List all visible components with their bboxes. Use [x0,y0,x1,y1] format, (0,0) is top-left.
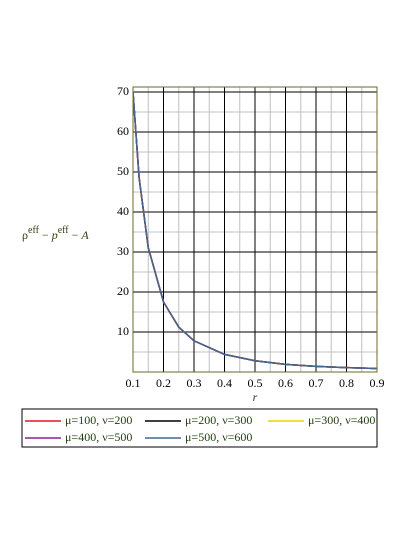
legend-label: μ=200, ν=300 [185,413,252,427]
x-tick-label: 0.6 [278,376,293,390]
y-tick-label: 70 [117,84,129,98]
y-label-part: − [39,228,52,242]
y-tick-label: 60 [117,124,129,138]
grid [132,87,378,372]
series-line [133,91,377,370]
legend-label: μ=400, ν=500 [65,430,132,444]
plot-area [133,91,377,370]
frame [132,86,378,373]
legend-entries: μ=100, ν=200 μ=200, ν=300 μ=300, ν=400 μ=40… [25,413,375,444]
y-tick-label: 20 [117,284,129,298]
x-tick-label: 0.5 [248,376,263,390]
x-tick-label: 0.7 [309,376,324,390]
x-tick-label: 0.2 [156,376,171,390]
y-label-part: ρ [22,228,28,242]
y-label-part: − [69,228,82,242]
legend-label: μ=300, ν=400 [308,413,375,427]
legend-label: μ=100, ν=200 [65,413,132,427]
y-label-part: p [51,228,58,242]
y-tick-label: 50 [117,164,129,178]
x-tick-label: 0.9 [370,376,385,390]
x-tick-label: 0.4 [217,376,232,390]
x-tick-label: 0.8 [339,376,354,390]
x-tick-label: 0.3 [187,376,202,390]
y-axis-label: ρeff − peff − A [22,225,89,242]
y-tick-label: 10 [117,324,129,338]
y-tick-label: 40 [117,204,129,218]
legend-label: μ=500, ν=600 [185,430,252,444]
ticks: 0.1 0.2 0.3 0.4 0.5 0.6 0.7 0.8 0.9 10 20 30 40 50 60 7… [117,84,385,390]
y-tick-label: 30 [117,244,129,258]
x-tick-label: 0.1 [126,376,141,390]
x-axis-label: r [253,390,258,404]
y-label-part: eff [58,225,70,236]
y-label-part: A [80,228,89,242]
legend [21,408,378,448]
y-label-part: eff [28,225,40,236]
